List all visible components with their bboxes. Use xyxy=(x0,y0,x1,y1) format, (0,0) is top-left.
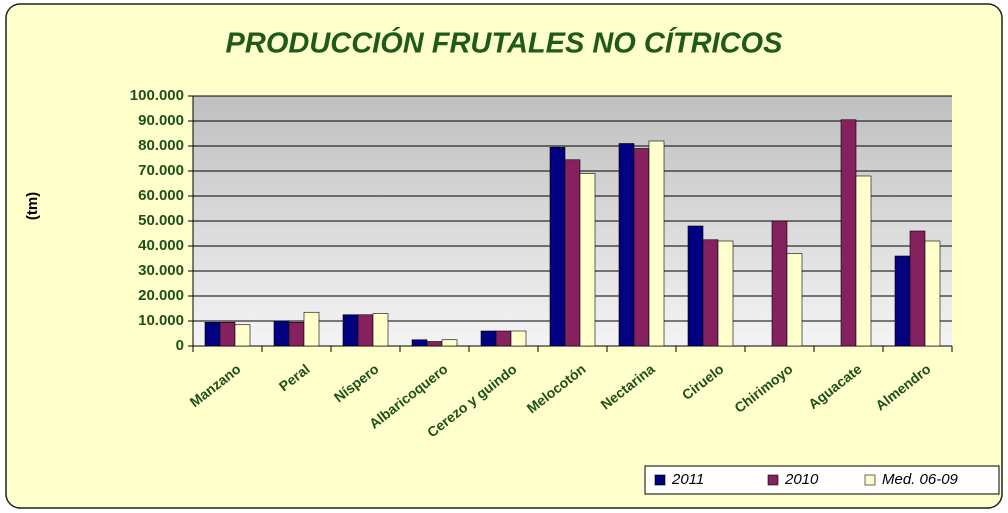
bar xyxy=(579,173,596,347)
y-tick-label: 10.000 xyxy=(138,312,184,329)
bar xyxy=(372,313,389,347)
bar xyxy=(426,341,443,347)
y-tick-label: 80.000 xyxy=(138,137,184,154)
bar xyxy=(204,321,221,347)
y-tick-label: 50.000 xyxy=(138,212,184,229)
bar xyxy=(303,311,320,347)
bar xyxy=(234,324,251,347)
bar xyxy=(618,143,635,347)
y-tick-label: 0 xyxy=(176,337,184,354)
bar xyxy=(909,230,926,347)
bar xyxy=(894,255,911,347)
bar xyxy=(687,225,704,347)
legend-label: 2010 xyxy=(784,471,819,488)
legend-swatch xyxy=(654,474,666,486)
legend-label: Med. 06-09 xyxy=(882,471,959,488)
chart-title: PRODUCCIÓN FRUTALES NO CÍTRICOS xyxy=(226,26,784,60)
legend-label: 2011 xyxy=(671,471,704,488)
y-tick-label: 20.000 xyxy=(138,287,184,304)
bar xyxy=(648,140,665,347)
bar xyxy=(702,239,719,347)
bar xyxy=(441,339,458,347)
y-tick-label: 100.000 xyxy=(130,87,184,104)
bar xyxy=(924,240,941,347)
bar xyxy=(717,240,734,347)
bar xyxy=(840,119,857,347)
bar xyxy=(564,159,581,347)
bar xyxy=(288,321,305,347)
bar xyxy=(411,339,428,347)
legend-swatch xyxy=(864,474,876,486)
bar xyxy=(549,146,566,347)
bar xyxy=(219,321,236,347)
bar xyxy=(510,330,527,347)
bar xyxy=(786,253,803,347)
y-tick-label: 30.000 xyxy=(138,262,184,279)
legend-box xyxy=(644,465,1000,495)
y-tick-label: 40.000 xyxy=(138,237,184,254)
y-tick-label: 90.000 xyxy=(138,112,184,129)
bar xyxy=(480,330,497,347)
bar xyxy=(855,175,872,347)
bar xyxy=(273,320,290,347)
bar xyxy=(771,220,788,347)
bar xyxy=(633,148,650,347)
bar xyxy=(495,330,512,347)
y-tick-label: 70.000 xyxy=(138,162,184,179)
y-axis-label: (tm) xyxy=(24,192,41,220)
bar xyxy=(342,314,359,347)
y-tick-label: 60.000 xyxy=(138,187,184,204)
bar xyxy=(357,314,374,347)
legend-swatch xyxy=(767,474,779,486)
